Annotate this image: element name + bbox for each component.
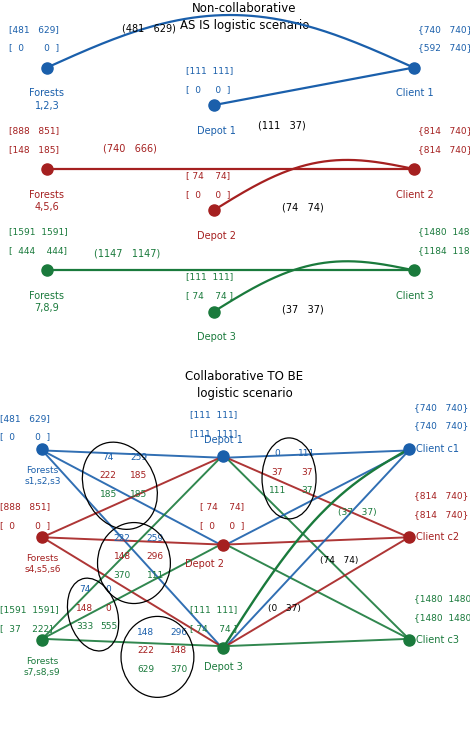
Text: 185: 185: [130, 471, 147, 481]
Text: [111  111]: [111 111]: [186, 66, 233, 75]
Text: {814   740}: {814 740}: [414, 510, 468, 519]
Text: [  0       0  ]: [ 0 0 ]: [0, 433, 50, 442]
Text: Depot 1: Depot 1: [204, 435, 243, 445]
Text: Depot 2: Depot 2: [185, 559, 224, 570]
Text: [  0     0  ]: [ 0 0 ]: [186, 85, 230, 94]
Text: [  37    222]: [ 37 222]: [0, 624, 53, 633]
Text: 74: 74: [102, 453, 114, 462]
Text: 333: 333: [76, 622, 93, 631]
Text: [111  111]: [111 111]: [190, 411, 238, 420]
Text: 185: 185: [130, 489, 147, 499]
Text: [ 74    74]: [ 74 74]: [200, 503, 244, 512]
Text: [481   629]: [481 629]: [0, 414, 50, 423]
Text: [481   629]: [481 629]: [9, 25, 59, 34]
Text: [ 74    74 ]: [ 74 74 ]: [186, 291, 233, 300]
Text: Client 1: Client 1: [396, 88, 433, 98]
Text: 259: 259: [130, 453, 147, 462]
Text: {1480  1480}: {1480 1480}: [418, 227, 470, 236]
Text: Depot 3: Depot 3: [197, 332, 235, 342]
Text: (111   37): (111 37): [258, 120, 306, 130]
Text: Non-collaborative
AS IS logistic scenario: Non-collaborative AS IS logistic scenari…: [180, 2, 309, 32]
Text: 222: 222: [114, 534, 131, 543]
Text: Forests
s4,s5,s6: Forests s4,s5,s6: [24, 553, 61, 574]
Text: 111: 111: [269, 486, 286, 495]
Text: {1184  1184}: {1184 1184}: [418, 247, 470, 255]
Text: [888   851]: [888 851]: [0, 503, 50, 512]
Text: Depot 1: Depot 1: [197, 126, 235, 135]
Text: Forests
1,2,3: Forests 1,2,3: [30, 88, 64, 110]
Text: 148: 148: [170, 646, 187, 655]
Text: (74   74): (74 74): [282, 202, 324, 213]
Text: [111  111]: [111 111]: [190, 429, 238, 438]
Text: 222: 222: [137, 646, 154, 655]
Text: {814   740}: {814 740}: [418, 145, 470, 154]
Text: 37: 37: [272, 467, 283, 477]
Text: Forests
s1,s2,s3: Forests s1,s2,s3: [24, 466, 61, 486]
Text: [  0       0  ]: [ 0 0 ]: [9, 43, 60, 52]
Text: [ 74    74 ]: [ 74 74 ]: [190, 624, 237, 633]
Text: 0: 0: [274, 449, 280, 459]
Text: 37: 37: [301, 486, 313, 495]
Text: (1147   1147): (1147 1147): [94, 249, 160, 259]
Text: Forests
7,8,9: Forests 7,8,9: [30, 291, 64, 314]
Text: Client c2: Client c2: [416, 532, 459, 542]
Text: 37: 37: [301, 467, 313, 477]
Text: [888   851]: [888 851]: [9, 126, 60, 135]
Text: 259: 259: [147, 534, 164, 543]
Text: [1591  1591]: [1591 1591]: [0, 606, 59, 615]
Text: Client 3: Client 3: [396, 291, 433, 301]
Text: [111  111]: [111 111]: [190, 606, 238, 615]
Text: (0   37): (0 37): [268, 604, 301, 613]
Text: 296: 296: [170, 628, 187, 637]
Text: {814   740}: {814 740}: [414, 492, 468, 500]
Text: {1480  1480}: {1480 1480}: [414, 613, 470, 622]
Text: {1480  1480}: {1480 1480}: [414, 595, 470, 604]
Text: 111: 111: [298, 449, 315, 459]
Text: (37   37): (37 37): [282, 304, 324, 314]
Text: {740   740}: {740 740}: [418, 25, 470, 34]
Text: (74   74): (74 74): [320, 556, 358, 565]
Text: (37   37): (37 37): [338, 508, 377, 517]
Text: 222: 222: [100, 471, 117, 481]
Text: 185: 185: [100, 489, 117, 499]
Text: 370: 370: [170, 665, 187, 673]
Text: 555: 555: [100, 622, 117, 631]
Text: [ 74    74]: [ 74 74]: [186, 171, 230, 180]
Text: {740   740}: {740 740}: [414, 422, 468, 431]
Text: {740   740}: {740 740}: [414, 403, 468, 412]
Text: 148: 148: [76, 604, 93, 613]
Text: [111  111]: [111 111]: [186, 272, 233, 281]
Text: 148: 148: [137, 628, 154, 637]
Text: Client 2: Client 2: [396, 190, 433, 199]
Text: Forests
s7,s8,s9: Forests s7,s8,s9: [24, 657, 61, 677]
Text: (481   629): (481 629): [122, 24, 176, 34]
Text: [148   185]: [148 185]: [9, 145, 59, 154]
Text: (740   666): (740 666): [103, 144, 157, 154]
Text: Forests
4,5,6: Forests 4,5,6: [30, 190, 64, 212]
Text: Client c1: Client c1: [416, 444, 459, 454]
Text: [  444    444]: [ 444 444]: [9, 247, 67, 255]
Text: {814   740}: {814 740}: [418, 126, 470, 135]
Text: [  0     0  ]: [ 0 0 ]: [186, 190, 230, 199]
Text: 370: 370: [114, 570, 131, 580]
Text: 0: 0: [106, 585, 111, 595]
Text: 296: 296: [147, 552, 164, 562]
Text: Client c3: Client c3: [416, 635, 459, 645]
Text: [  0     0  ]: [ 0 0 ]: [200, 521, 244, 530]
Text: Depot 2: Depot 2: [197, 231, 235, 241]
Text: 111: 111: [147, 570, 164, 580]
Text: Depot 3: Depot 3: [204, 662, 243, 673]
Text: [1591  1591]: [1591 1591]: [9, 227, 68, 236]
Text: 74: 74: [79, 585, 90, 595]
Text: 629: 629: [137, 665, 154, 673]
Text: 148: 148: [114, 552, 131, 562]
Text: [  0       0  ]: [ 0 0 ]: [0, 521, 50, 530]
Text: 0: 0: [106, 604, 111, 613]
Text: {592   740}: {592 740}: [418, 43, 470, 52]
Text: Collaborative TO BE
logistic scenario: Collaborative TO BE logistic scenario: [185, 369, 304, 400]
